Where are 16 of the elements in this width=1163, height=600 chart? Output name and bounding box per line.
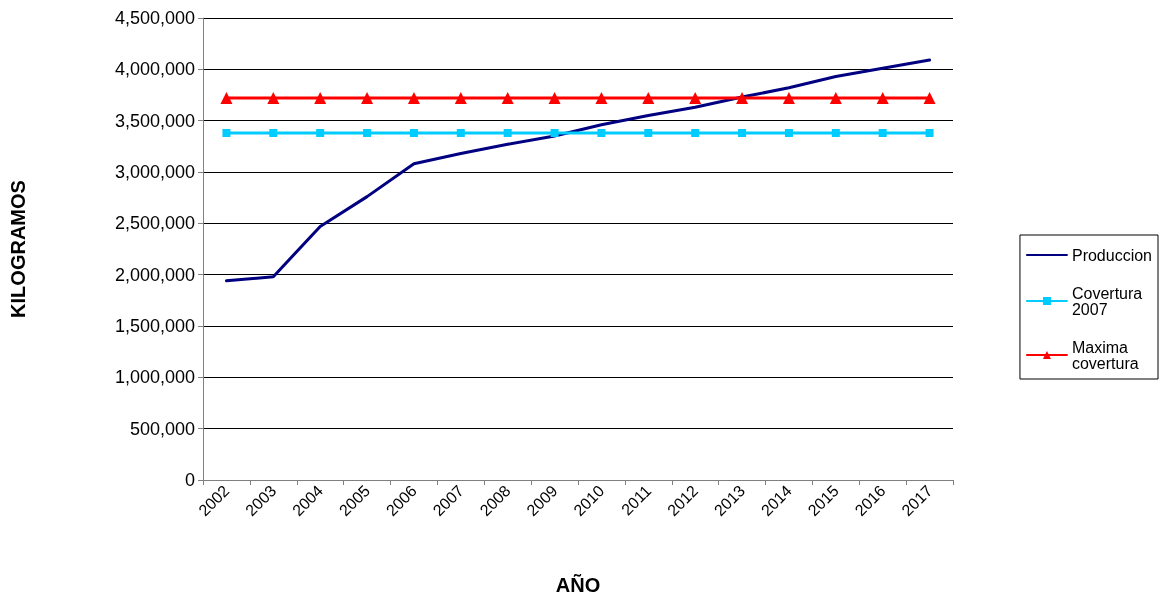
legend-label: Maxima covertura <box>1071 338 1139 372</box>
y-tick-label: 4,000,000 <box>114 59 195 80</box>
line-series <box>224 58 932 283</box>
y-tick-label: 1,500,000 <box>114 316 195 336</box>
legend-label: Covertura 2007 <box>1071 284 1147 318</box>
y-tick-label: 0 <box>184 470 195 490</box>
legend-label: Produccion <box>1071 246 1152 264</box>
y-tick-label: 2,500,000 <box>114 213 195 234</box>
y-tick-label: 4,500,000 <box>114 8 195 28</box>
y-tick-label: 1,000,000 <box>114 367 195 388</box>
x-axis-title: AÑO <box>555 574 601 596</box>
y-tick-label: 500,000 <box>129 418 195 439</box>
y-tick-label: 2,000,000 <box>114 264 195 285</box>
y-tick-label: 3,500,000 <box>114 110 195 131</box>
y-tick-label: 3,000,000 <box>114 162 195 182</box>
y-axis-title: KILOGRAMOS <box>7 180 29 318</box>
